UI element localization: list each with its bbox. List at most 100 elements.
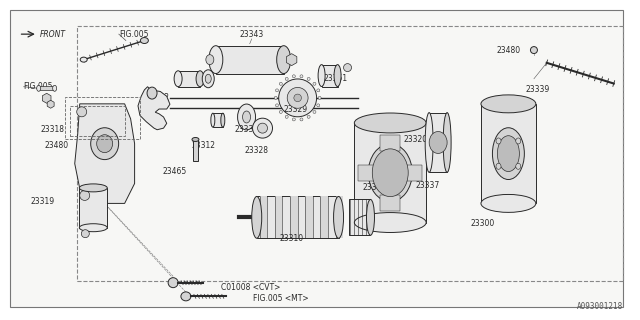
Ellipse shape [279, 82, 282, 85]
Polygon shape [138, 87, 170, 130]
Text: 23351: 23351 [324, 74, 348, 83]
Ellipse shape [79, 184, 108, 192]
Text: 23322: 23322 [145, 93, 169, 102]
Ellipse shape [257, 123, 268, 133]
Text: 23339: 23339 [525, 85, 549, 94]
Bar [402, 165, 422, 181]
Text: FIG.005: FIG.005 [119, 30, 148, 39]
Ellipse shape [317, 89, 320, 92]
Ellipse shape [317, 104, 320, 107]
Ellipse shape [333, 196, 344, 238]
Ellipse shape [516, 163, 521, 169]
Ellipse shape [292, 118, 295, 121]
Ellipse shape [79, 224, 108, 232]
Ellipse shape [429, 132, 447, 153]
Ellipse shape [52, 85, 57, 91]
Text: 23465: 23465 [163, 167, 186, 176]
Ellipse shape [279, 110, 282, 114]
Ellipse shape [81, 230, 90, 238]
Bar [275, 196, 282, 238]
Ellipse shape [192, 138, 199, 141]
Bar [355, 123, 426, 222]
Ellipse shape [300, 75, 303, 78]
Ellipse shape [481, 95, 536, 113]
Ellipse shape [372, 149, 408, 197]
Bar [305, 196, 313, 238]
Bar [481, 104, 536, 204]
Ellipse shape [367, 199, 374, 235]
Ellipse shape [91, 128, 118, 160]
Ellipse shape [294, 94, 301, 102]
Ellipse shape [285, 77, 288, 80]
Ellipse shape [168, 278, 178, 288]
Ellipse shape [196, 71, 204, 87]
Text: A093001218: A093001218 [577, 302, 623, 311]
Ellipse shape [97, 135, 113, 153]
Ellipse shape [252, 196, 262, 238]
Ellipse shape [307, 77, 310, 80]
Ellipse shape [355, 113, 426, 133]
Bar [38, 86, 54, 90]
Text: 23329: 23329 [284, 105, 308, 114]
Text: 23480: 23480 [497, 45, 520, 55]
Ellipse shape [237, 104, 255, 130]
Text: 23337: 23337 [415, 181, 440, 190]
Ellipse shape [355, 212, 426, 233]
Ellipse shape [496, 163, 501, 169]
Text: 23310: 23310 [279, 234, 303, 243]
Polygon shape [75, 104, 134, 204]
Bar [429, 113, 447, 172]
Ellipse shape [334, 65, 341, 86]
Text: 23480: 23480 [44, 141, 68, 150]
Ellipse shape [368, 144, 412, 202]
Bar [260, 196, 268, 238]
Ellipse shape [243, 111, 250, 123]
Bar [380, 135, 400, 151]
Bar [290, 196, 298, 238]
Text: 23312: 23312 [192, 141, 216, 150]
Ellipse shape [287, 87, 308, 108]
Ellipse shape [211, 113, 215, 127]
Ellipse shape [492, 128, 524, 180]
Ellipse shape [276, 46, 291, 74]
Text: FRONT: FRONT [40, 30, 67, 39]
Ellipse shape [209, 46, 223, 74]
Bar [335, 196, 343, 238]
Ellipse shape [253, 118, 273, 138]
Text: 23309: 23309 [362, 183, 387, 192]
Ellipse shape [77, 107, 86, 117]
Ellipse shape [276, 104, 278, 107]
Ellipse shape [80, 190, 90, 200]
Ellipse shape [318, 65, 325, 86]
Text: 23334: 23334 [234, 125, 259, 134]
Text: FIG.005 <MT>: FIG.005 <MT> [253, 294, 308, 303]
Bar [349, 199, 371, 235]
Ellipse shape [425, 113, 433, 172]
Text: 23328: 23328 [244, 146, 268, 155]
Ellipse shape [206, 55, 214, 65]
Bar [321, 65, 337, 86]
Ellipse shape [313, 110, 316, 114]
Text: 23330: 23330 [381, 170, 406, 179]
Text: C01008 <CVT>: C01008 <CVT> [221, 283, 280, 292]
Bar [380, 195, 400, 211]
Ellipse shape [276, 89, 278, 92]
Ellipse shape [481, 195, 536, 212]
Bar [213, 113, 223, 127]
Text: FIG.005: FIG.005 [24, 82, 53, 91]
Bar [79, 188, 108, 228]
Text: 23319: 23319 [30, 197, 54, 206]
Ellipse shape [292, 75, 295, 78]
Ellipse shape [496, 138, 501, 144]
Bar [321, 196, 328, 238]
Ellipse shape [147, 87, 157, 99]
Ellipse shape [300, 118, 303, 121]
Ellipse shape [80, 57, 87, 62]
Text: 23300: 23300 [471, 219, 495, 228]
Ellipse shape [307, 115, 310, 118]
Ellipse shape [278, 79, 317, 117]
Ellipse shape [285, 115, 288, 118]
Bar [216, 46, 284, 74]
Ellipse shape [202, 70, 214, 88]
Text: 23318: 23318 [40, 125, 64, 134]
